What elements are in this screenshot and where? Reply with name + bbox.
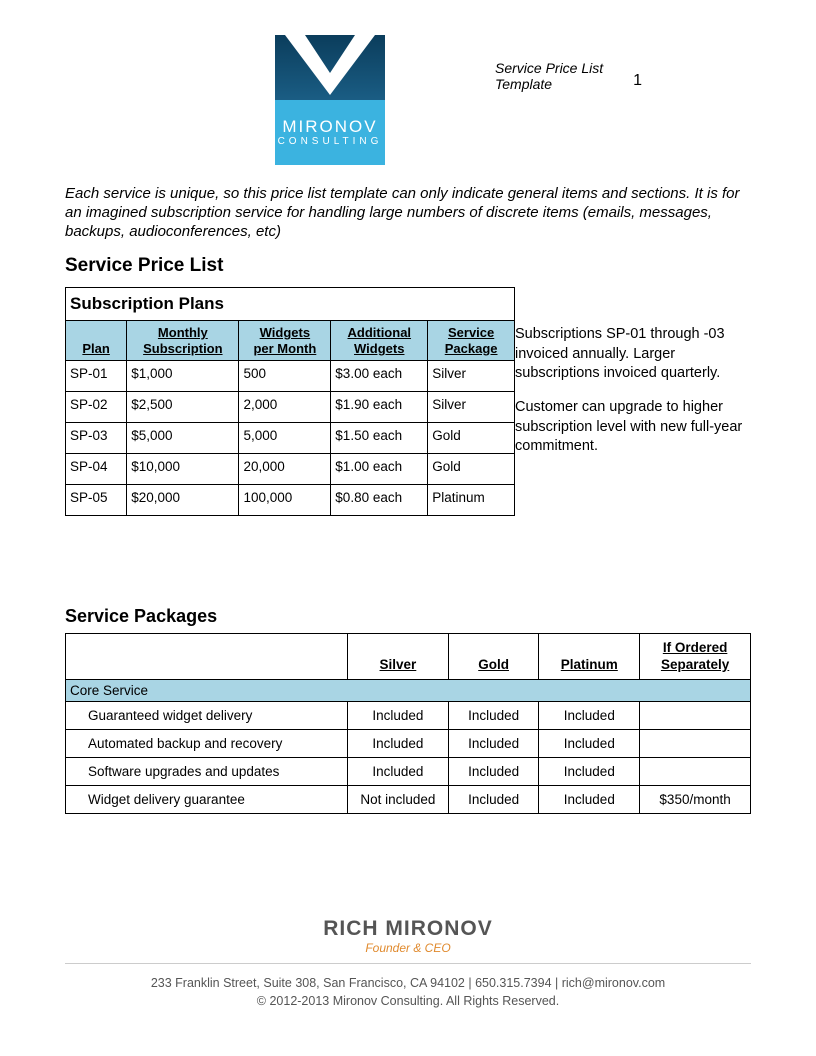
packages-col-header: Silver: [348, 634, 449, 679]
value-cell: $350/month: [640, 785, 751, 813]
plans-col-header: Plan: [66, 321, 127, 361]
table-cell: $10,000: [127, 454, 239, 485]
feature-cell: Automated backup and recovery: [66, 729, 348, 757]
table-cell: Silver: [428, 361, 515, 392]
value-cell: Included: [448, 729, 539, 757]
table-row: SP-02$2,5002,000$1.90 eachSilver: [66, 392, 515, 423]
feature-cell: Widget delivery guarantee: [66, 785, 348, 813]
table-cell: 500: [239, 361, 331, 392]
packages-col-header: If OrderedSeparately: [640, 634, 751, 679]
table-cell: Gold: [428, 454, 515, 485]
packages-col-header: Platinum: [539, 634, 640, 679]
footer-title: Founder & CEO: [65, 941, 751, 955]
value-cell: Included: [448, 701, 539, 729]
packages-col-header: [66, 634, 348, 679]
package-section-header: Core Service: [66, 679, 751, 701]
feature-cell: Guaranteed widget delivery: [66, 701, 348, 729]
table-cell: SP-02: [66, 392, 127, 423]
logo-brand-name: MIRONOV: [275, 118, 385, 137]
table-cell: SP-01: [66, 361, 127, 392]
section-title-pricelist: Service Price List: [65, 255, 751, 277]
table-row: SP-04$10,00020,000$1.00 eachGold: [66, 454, 515, 485]
value-cell: Included: [539, 729, 640, 757]
table-cell: SP-03: [66, 423, 127, 454]
value-cell: Included: [539, 701, 640, 729]
table-row: Guaranteed widget deliveryIncludedInclud…: [66, 701, 751, 729]
packages-header-row: SilverGoldPlatinumIf OrderedSeparately: [66, 634, 751, 679]
table-cell: 5,000: [239, 423, 331, 454]
table-row: SP-05$20,000100,000$0.80 eachPlatinum: [66, 485, 515, 516]
table-cell: $0.80 each: [331, 485, 428, 516]
logo-v-shape: [275, 35, 385, 100]
company-logo: MIRONOV CONSULTING: [275, 35, 385, 165]
table-row: SP-03$5,0005,000$1.50 eachGold: [66, 423, 515, 454]
value-cell: [640, 729, 751, 757]
table-cell: SP-05: [66, 485, 127, 516]
doc-title-line1: Service Price List: [495, 60, 603, 76]
subscription-plans-table: Subscription Plans PlanMonthlySubscripti…: [65, 287, 515, 516]
document-header: MIRONOV CONSULTING Service Price List Te…: [65, 35, 751, 165]
section-title-packages: Service Packages: [65, 606, 751, 627]
table-row: Automated backup and recoveryIncludedInc…: [66, 729, 751, 757]
footer-name: RICH MIRONOV: [65, 917, 751, 941]
value-cell: Included: [539, 785, 640, 813]
table-cell: $1.50 each: [331, 423, 428, 454]
header-doc-title: Service Price List Template 1: [495, 60, 642, 92]
service-packages-table: SilverGoldPlatinumIf OrderedSeparately C…: [65, 633, 751, 813]
logo-brand-sub: CONSULTING: [275, 136, 385, 147]
value-cell: [640, 757, 751, 785]
plans-caption: Subscription Plans: [65, 287, 515, 320]
intro-paragraph: Each service is unique, so this price li…: [65, 185, 751, 241]
packages-col-header: Gold: [448, 634, 539, 679]
doc-title-line2: Template: [495, 76, 603, 92]
table-cell: 2,000: [239, 392, 331, 423]
plans-header-row: PlanMonthlySubscriptionWidgetsper MonthA…: [66, 321, 515, 361]
plans-side-note: Subscriptions SP-01 through -03 invoiced…: [515, 287, 745, 470]
table-cell: $1,000: [127, 361, 239, 392]
table-cell: 20,000: [239, 454, 331, 485]
value-cell: Included: [348, 729, 449, 757]
table-cell: $2,500: [127, 392, 239, 423]
plans-col-header: ServicePackage: [428, 321, 515, 361]
footer-rule: [65, 963, 751, 964]
table-row: Widget delivery guaranteeNot includedInc…: [66, 785, 751, 813]
package-section-label: Core Service: [66, 679, 751, 701]
table-cell: Gold: [428, 423, 515, 454]
plans-note-p2: Customer can upgrade to higher subscript…: [515, 398, 745, 457]
value-cell: Included: [448, 785, 539, 813]
table-cell: $1.90 each: [331, 392, 428, 423]
plans-note-p1: Subscriptions SP-01 through -03 invoiced…: [515, 325, 745, 384]
table-row: SP-01$1,000500$3.00 eachSilver: [66, 361, 515, 392]
table-cell: $1.00 each: [331, 454, 428, 485]
page-footer: RICH MIRONOV Founder & CEO 233 Franklin …: [65, 917, 751, 1012]
value-cell: [640, 701, 751, 729]
footer-contact-line2: © 2012-2013 Mironov Consulting. All Righ…: [65, 992, 751, 1011]
table-cell: $5,000: [127, 423, 239, 454]
value-cell: Included: [539, 757, 640, 785]
table-row: Software upgrades and updatesIncludedInc…: [66, 757, 751, 785]
table-cell: $3.00 each: [331, 361, 428, 392]
value-cell: Not included: [348, 785, 449, 813]
page-number: 1: [633, 72, 642, 90]
footer-contact-line1: 233 Franklin Street, Suite 308, San Fran…: [65, 974, 751, 993]
table-cell: Platinum: [428, 485, 515, 516]
feature-cell: Software upgrades and updates: [66, 757, 348, 785]
value-cell: Included: [348, 757, 449, 785]
value-cell: Included: [448, 757, 539, 785]
table-cell: $20,000: [127, 485, 239, 516]
value-cell: Included: [348, 701, 449, 729]
table-cell: SP-04: [66, 454, 127, 485]
table-cell: 100,000: [239, 485, 331, 516]
plans-col-header: Widgetsper Month: [239, 321, 331, 361]
plans-col-header: MonthlySubscription: [127, 321, 239, 361]
plans-col-header: AdditionalWidgets: [331, 321, 428, 361]
table-cell: Silver: [428, 392, 515, 423]
